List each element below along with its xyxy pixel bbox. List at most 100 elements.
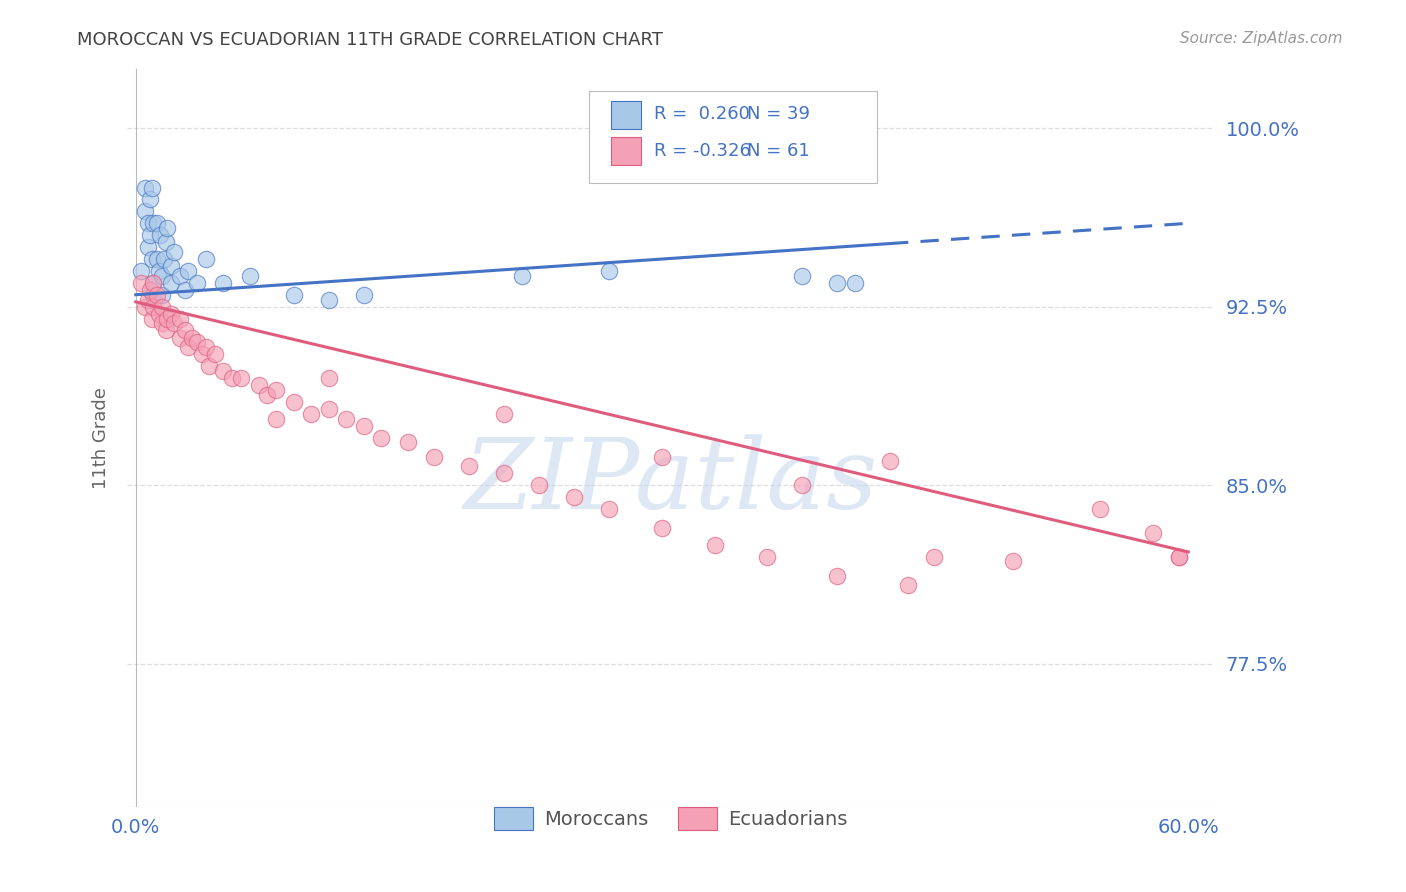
Point (247, 378, 270, 392)
Point (155, 235, 177, 250)
Point (153, 252, 176, 266)
Point (204, 347, 226, 361)
Point (1142, 525, 1164, 540)
Point (139, 193, 162, 207)
Text: MOROCCAN VS ECUADORIAN 11TH GRADE CORRELATION CHART: MOROCCAN VS ECUADORIAN 11TH GRADE CORREL… (77, 31, 664, 49)
Point (156, 221, 179, 235)
Point (186, 335, 208, 350)
Point (146, 252, 169, 266)
Point (134, 300, 156, 314)
Point (598, 502, 620, 516)
Point (150, 316, 173, 330)
Point (353, 287, 375, 301)
Point (136, 293, 159, 307)
Point (335, 411, 357, 425)
Point (283, 395, 305, 409)
Text: R = -0.326: R = -0.326 (654, 142, 751, 160)
Point (191, 347, 214, 361)
Bar (612, 137, 641, 165)
Point (212, 364, 235, 378)
Point (160, 276, 183, 290)
Point (844, 276, 866, 290)
Point (160, 259, 183, 273)
Point (318, 293, 340, 307)
Point (221, 371, 243, 385)
Point (169, 330, 191, 344)
Point (194, 340, 217, 354)
Point (156, 311, 179, 326)
Point (239, 268, 262, 283)
Point (458, 459, 481, 474)
Point (148, 307, 170, 321)
Point (370, 431, 392, 445)
Legend: Moroccans, Ecuadorians: Moroccans, Ecuadorians (486, 799, 855, 838)
Point (1168, 549, 1191, 564)
Point (134, 204, 156, 219)
Point (141, 252, 163, 266)
Point (299, 407, 322, 421)
Point (396, 435, 419, 450)
Point (177, 340, 200, 354)
Point (598, 264, 620, 278)
Point (922, 549, 945, 564)
Point (141, 180, 163, 194)
Point (129, 276, 152, 290)
Point (136, 240, 159, 254)
Point (150, 300, 173, 314)
Point (827, 568, 849, 582)
Point (510, 268, 533, 283)
Point (494, 407, 516, 421)
Point (651, 521, 673, 535)
Point (148, 264, 170, 278)
Text: Source: ZipAtlas.com: Source: ZipAtlas.com (1180, 31, 1343, 46)
Point (792, 478, 814, 492)
Point (134, 180, 156, 194)
Point (283, 287, 305, 301)
Point (163, 316, 186, 330)
Point (703, 538, 725, 552)
Point (150, 287, 173, 301)
Point (146, 287, 169, 301)
Point (163, 244, 186, 259)
Point (186, 276, 208, 290)
Point (198, 359, 221, 374)
Point (651, 450, 673, 464)
Point (169, 311, 191, 326)
Text: R =  0.260: R = 0.260 (654, 105, 751, 123)
Point (146, 216, 169, 230)
Point (142, 276, 165, 290)
Point (353, 418, 375, 433)
Point (256, 388, 278, 402)
Text: N = 61: N = 61 (747, 142, 810, 160)
Y-axis label: 11th Grade: 11th Grade (93, 387, 110, 489)
Point (173, 323, 195, 337)
Point (180, 330, 202, 344)
Point (264, 411, 287, 425)
Point (527, 478, 550, 492)
Point (136, 216, 159, 230)
Text: N = 39: N = 39 (747, 105, 810, 123)
Point (129, 264, 152, 278)
Point (177, 264, 200, 278)
Point (155, 323, 177, 337)
Point (139, 228, 162, 243)
Point (879, 454, 901, 468)
FancyBboxPatch shape (589, 91, 877, 183)
Point (173, 283, 195, 297)
Point (1168, 549, 1191, 564)
Point (149, 228, 172, 243)
Point (494, 467, 516, 481)
Point (194, 252, 217, 266)
Point (756, 549, 779, 564)
Bar (612, 101, 641, 128)
Point (142, 287, 165, 301)
Point (792, 268, 814, 283)
Point (150, 268, 173, 283)
Point (1090, 502, 1112, 516)
Point (562, 490, 585, 504)
Text: ZIPatlas: ZIPatlas (464, 434, 877, 530)
Point (139, 283, 162, 297)
Point (169, 268, 191, 283)
Point (212, 276, 235, 290)
Point (142, 276, 165, 290)
